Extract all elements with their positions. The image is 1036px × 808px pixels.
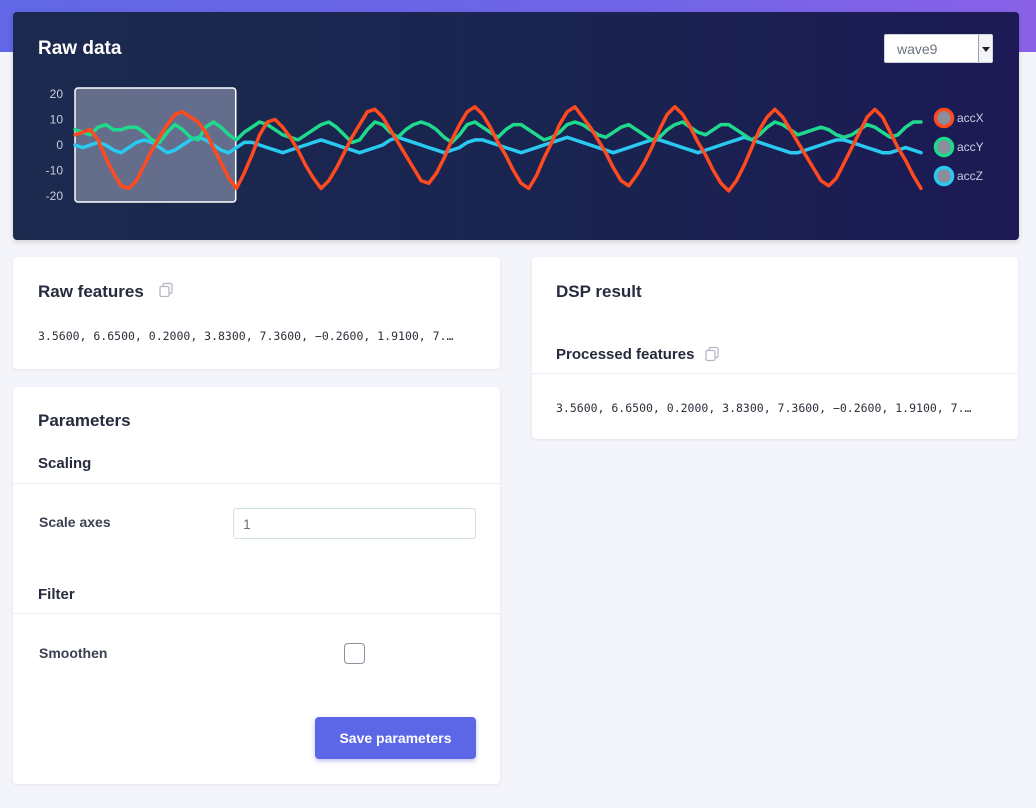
y-tick-label: 0 bbox=[56, 138, 63, 152]
raw-data-chart: 20 10 0 -10 -20 accX accY accZ bbox=[46, 87, 984, 203]
legend-marker-accZ[interactable] bbox=[933, 165, 955, 187]
processed-features-value: 3.5600, 6.6500, 0.2000, 3.8300, 7.3600, … bbox=[556, 401, 972, 415]
divider bbox=[532, 373, 1018, 374]
scaling-title: Scaling bbox=[38, 455, 92, 472]
raw-features-title: Raw features bbox=[38, 282, 144, 301]
dsp-result-card: DSP result Processed features 3.5600, 6.… bbox=[532, 257, 1018, 439]
legend-label-accY[interactable]: accY bbox=[957, 140, 984, 154]
y-tick-label: 10 bbox=[50, 113, 64, 127]
scale-axes-input[interactable] bbox=[233, 508, 476, 539]
copy-icon[interactable] bbox=[704, 346, 720, 362]
legend-label-accX[interactable]: accX bbox=[957, 111, 984, 125]
raw-data-title: Raw data bbox=[38, 38, 122, 59]
sample-select[interactable]: wave9 bbox=[884, 34, 993, 63]
raw-data-panel: Raw data wave9 20 10 0 -10 -20 accX accY accZ bbox=[13, 12, 1019, 240]
raw-features-card: Raw features 3.5600, 6.6500, 0.2000, 3.8… bbox=[13, 257, 500, 369]
y-tick-label: 20 bbox=[50, 87, 64, 101]
legend-marker-accX[interactable] bbox=[933, 107, 955, 129]
sample-select-value: wave9 bbox=[897, 41, 938, 57]
y-tick-label: -20 bbox=[46, 189, 64, 203]
y-tick-label: -10 bbox=[46, 164, 64, 178]
smoothen-label: Smoothen bbox=[39, 645, 108, 661]
smoothen-checkbox[interactable] bbox=[344, 643, 365, 664]
chevron-down-icon[interactable] bbox=[978, 35, 992, 62]
parameters-card: Parameters Scaling Scale axes Filter Smo… bbox=[13, 387, 500, 784]
scale-axes-label: Scale axes bbox=[39, 514, 111, 530]
raw-features-value: 3.5600, 6.6500, 0.2000, 3.8300, 7.3600, … bbox=[38, 329, 454, 343]
divider bbox=[13, 613, 500, 614]
copy-icon[interactable] bbox=[158, 282, 174, 298]
series-line-accY bbox=[73, 120, 923, 145]
dsp-result-title: DSP result bbox=[556, 282, 642, 301]
legend-label-accZ[interactable]: accZ bbox=[957, 169, 983, 183]
divider bbox=[13, 483, 500, 484]
save-parameters-button[interactable]: Save parameters bbox=[315, 717, 476, 759]
legend-marker-accY[interactable] bbox=[933, 136, 955, 158]
series-line-accX bbox=[73, 105, 923, 193]
processed-features-title: Processed features bbox=[556, 346, 695, 363]
parameters-title: Parameters bbox=[38, 411, 131, 430]
filter-title: Filter bbox=[38, 586, 75, 603]
